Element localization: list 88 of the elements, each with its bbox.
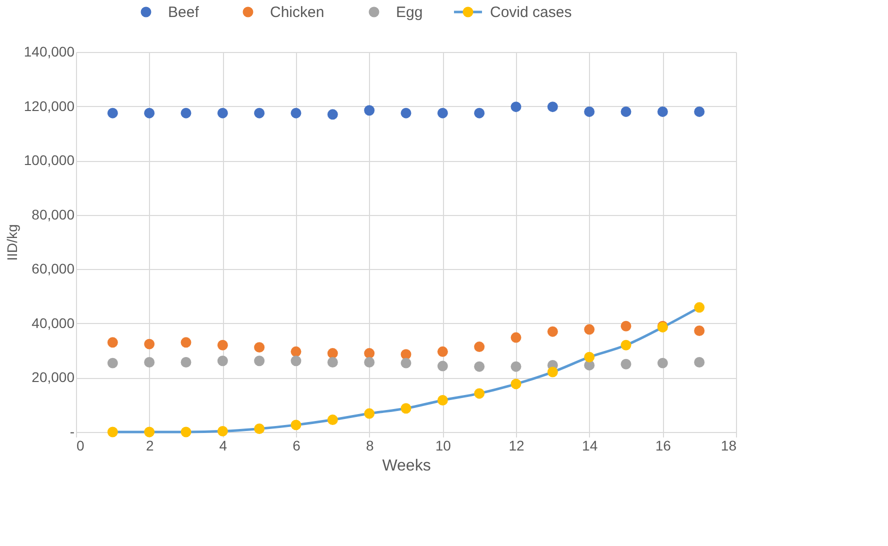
point bbox=[400, 349, 412, 360]
point bbox=[180, 357, 192, 368]
point bbox=[364, 105, 375, 116]
y-tick-label: 140,000 bbox=[24, 44, 75, 60]
point bbox=[510, 102, 522, 112]
y-tick-label: 120,000 bbox=[24, 98, 75, 114]
point bbox=[620, 340, 632, 350]
point bbox=[217, 356, 228, 366]
point bbox=[694, 357, 705, 368]
point bbox=[510, 361, 522, 372]
legend-label: Beef bbox=[168, 4, 200, 21]
point bbox=[327, 348, 338, 359]
point bbox=[107, 358, 118, 368]
point bbox=[694, 106, 705, 117]
x-tick-label: 0 bbox=[76, 438, 84, 454]
point bbox=[584, 106, 595, 117]
point bbox=[364, 408, 375, 419]
x-axis-title: Weeks bbox=[382, 458, 431, 474]
point bbox=[510, 378, 522, 390]
x-tick-label: 10 bbox=[435, 438, 452, 454]
y-tick-label: 20,000 bbox=[32, 369, 75, 386]
point bbox=[437, 395, 448, 406]
point bbox=[217, 340, 228, 350]
point bbox=[437, 108, 448, 118]
point bbox=[327, 414, 338, 426]
x-tick-label: 2 bbox=[146, 438, 154, 454]
point bbox=[694, 326, 705, 336]
point bbox=[180, 108, 192, 118]
point bbox=[474, 361, 485, 372]
point bbox=[144, 108, 155, 118]
y-tick-label: - bbox=[70, 424, 75, 440]
point bbox=[290, 420, 302, 430]
y-tick-label: 60,000 bbox=[32, 260, 75, 277]
x-tick-label: 16 bbox=[655, 438, 672, 454]
point bbox=[400, 358, 412, 368]
point bbox=[107, 426, 118, 438]
point bbox=[364, 348, 375, 359]
legend-label: Covid cases bbox=[490, 4, 572, 21]
point bbox=[290, 108, 302, 118]
point bbox=[620, 106, 632, 117]
point bbox=[180, 337, 192, 348]
point bbox=[327, 357, 338, 368]
point bbox=[254, 342, 265, 353]
point bbox=[437, 346, 448, 357]
x-tick-label: 4 bbox=[219, 438, 228, 454]
legend-label: Chicken bbox=[270, 4, 324, 21]
point bbox=[657, 106, 668, 117]
y-tick-label: 100,000 bbox=[24, 152, 75, 168]
point bbox=[400, 108, 412, 118]
y-tick-label: 80,000 bbox=[32, 206, 75, 222]
point bbox=[144, 426, 155, 438]
point bbox=[584, 324, 595, 335]
point bbox=[107, 108, 118, 118]
point bbox=[107, 337, 118, 348]
point bbox=[657, 358, 668, 368]
point bbox=[364, 357, 375, 368]
point bbox=[144, 357, 155, 368]
point bbox=[547, 366, 558, 378]
point bbox=[180, 426, 192, 438]
x-tick-label: 18 bbox=[720, 438, 737, 454]
point bbox=[547, 326, 558, 337]
point bbox=[510, 332, 522, 343]
point bbox=[694, 302, 705, 313]
point bbox=[144, 338, 155, 350]
point bbox=[620, 358, 632, 370]
legend-label: Egg bbox=[396, 4, 423, 21]
x-tick-label: 12 bbox=[508, 438, 524, 454]
y-tick-label: 40,000 bbox=[32, 314, 75, 331]
point bbox=[290, 356, 302, 366]
point bbox=[474, 108, 485, 118]
point bbox=[547, 102, 558, 112]
x-tick-label: 14 bbox=[582, 438, 598, 454]
point bbox=[474, 388, 485, 399]
point bbox=[327, 109, 338, 120]
point bbox=[254, 356, 265, 366]
y-axis-title: IID/kg bbox=[4, 224, 20, 261]
point bbox=[217, 426, 228, 436]
x-tick-label: 8 bbox=[366, 438, 374, 454]
point bbox=[254, 424, 265, 434]
x-tick-label: 6 bbox=[292, 438, 301, 454]
point bbox=[217, 108, 228, 118]
point bbox=[254, 108, 265, 118]
point bbox=[474, 342, 485, 352]
point bbox=[400, 403, 412, 414]
point bbox=[584, 352, 595, 362]
point bbox=[437, 360, 448, 372]
point bbox=[290, 346, 302, 357]
point bbox=[620, 320, 632, 332]
